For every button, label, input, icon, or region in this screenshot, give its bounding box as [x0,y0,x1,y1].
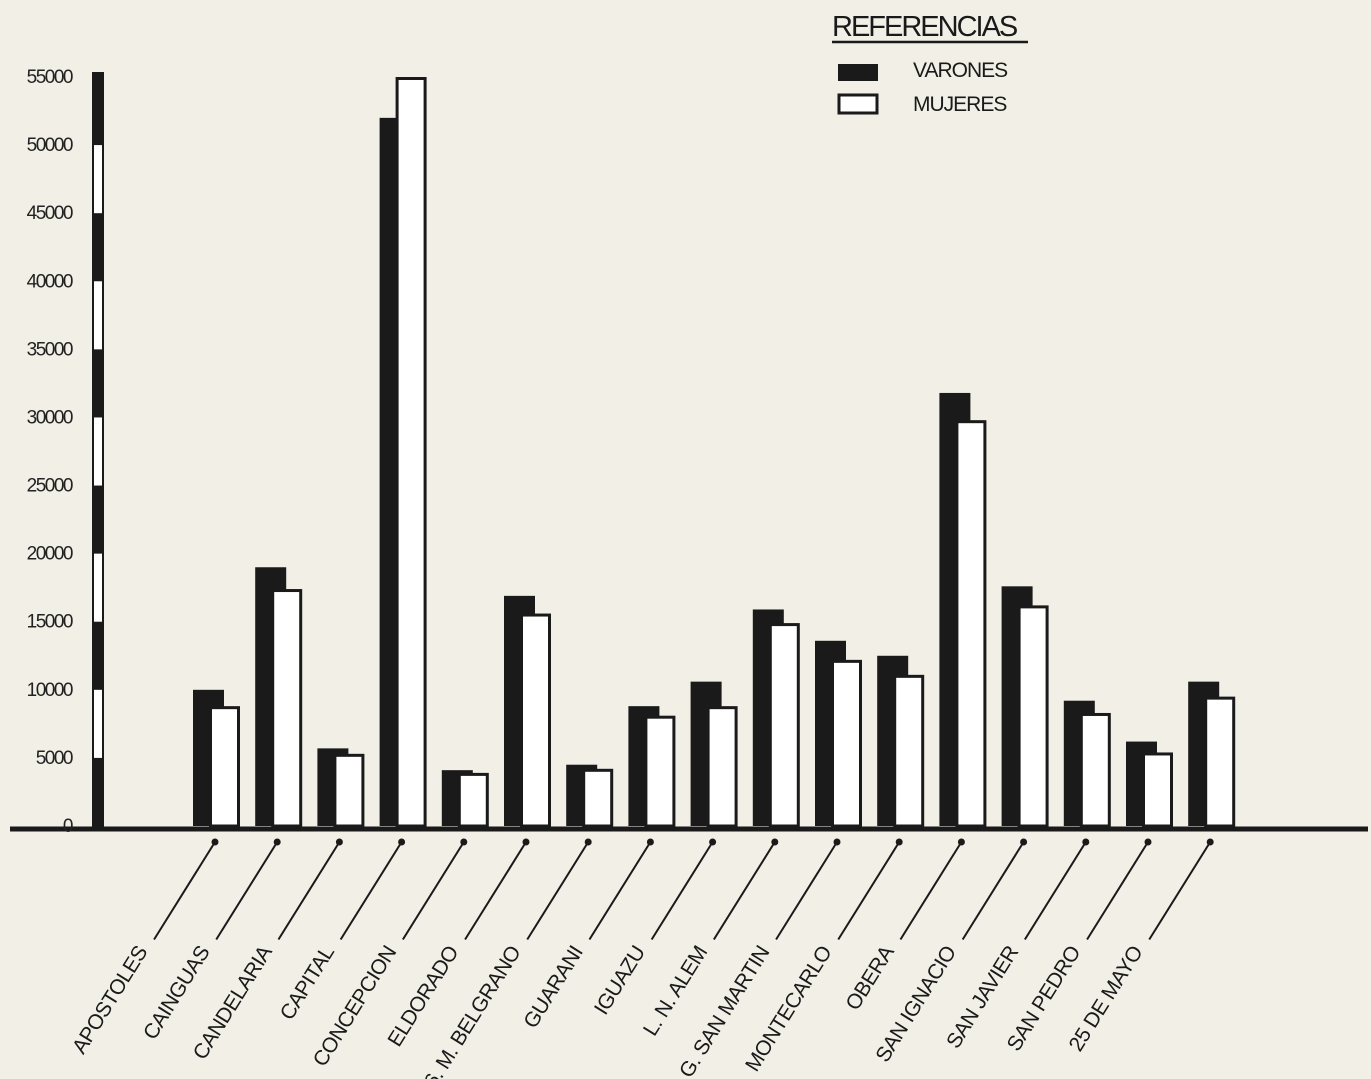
y-tick-label: 30000 [27,407,73,428]
category-leader-line [153,841,216,941]
bar-mujeres [1142,752,1173,828]
y-axis-segment [94,145,102,214]
y-tick-label: 25000 [27,476,73,497]
category-leader-line [1024,841,1087,941]
category-label: CAPITAL [276,942,339,1024]
bar-mujeres [333,753,365,828]
category-leader-line [464,841,527,941]
y-tick-label: 50000 [27,135,73,156]
y-axis-segment [94,281,102,350]
y-axis-segment [94,417,102,486]
legend-label-varones: VARONES [913,59,1008,82]
bar-mujeres [395,77,427,828]
y-tick-label: 35000 [27,339,73,360]
category-leader-line [650,841,714,941]
bar-mujeres [457,772,489,828]
legend: REFERENCIAS VARONES MUJERES [832,11,1028,116]
y-tick-label: 40000 [27,271,73,292]
y-axis-segment [94,689,102,758]
bar-mujeres [706,706,738,828]
bar-mujeres [831,659,862,828]
y-tick-label: 20000 [27,544,73,565]
legend-swatch-mujeres [837,93,879,115]
bar-mujeres [520,613,551,828]
bar-mujeres [271,589,303,828]
y-axis-segment [94,553,102,622]
legend-title: REFERENCIAS [832,11,1018,43]
category-leader-line [713,841,776,941]
legend-swatch-varones [838,64,878,81]
y-tick-label: 0 [63,816,73,837]
bar-mujeres [955,420,987,828]
y-tick-label: 15000 [27,612,73,633]
bar-mujeres [582,768,614,828]
category-label: L. N. ALEM [639,942,712,1040]
category-label: OBERA [842,942,899,1015]
category-label: APOSTOLES [68,942,153,1058]
category-leader-line [775,841,838,941]
category-leader-line [339,841,403,941]
category-label: GUARANI [519,942,587,1032]
y-tick-label: 5000 [36,748,73,769]
bar-mujeres [1204,696,1236,828]
bar-mujeres [893,674,925,828]
y-tick-label: 45000 [27,203,73,224]
category-leader-line [588,841,652,941]
category-leader-line [899,841,963,941]
bar-mujeres [768,623,800,828]
category-leader-line [215,841,279,941]
bar-mujeres [1079,712,1111,828]
category-leader-line [961,841,1025,941]
y-tick-label: 10000 [27,680,73,701]
category-leader-line [402,841,465,941]
category-leader-line [1086,841,1149,941]
category-leader-line [1148,841,1212,941]
category-labels: APOSTOLESCAINGUASCANDELARIACAPITALCONCEP… [68,838,1214,1079]
bar-mujeres [1017,605,1049,828]
axes: 0 5000 10000 15000 20000 25000 30000 35000 40000… [10,67,1368,837]
category-leader-line [837,841,901,941]
y-tick-label: 55000 [27,67,73,88]
bar-mujeres [644,715,676,828]
bar-mujeres [209,706,240,828]
category-leader-line [526,841,590,941]
category-label: IGUAZU [590,942,650,1019]
legend-label-mujeres: MUJERES [913,93,1007,116]
category-leader-line [277,841,341,941]
bars [193,77,1236,828]
